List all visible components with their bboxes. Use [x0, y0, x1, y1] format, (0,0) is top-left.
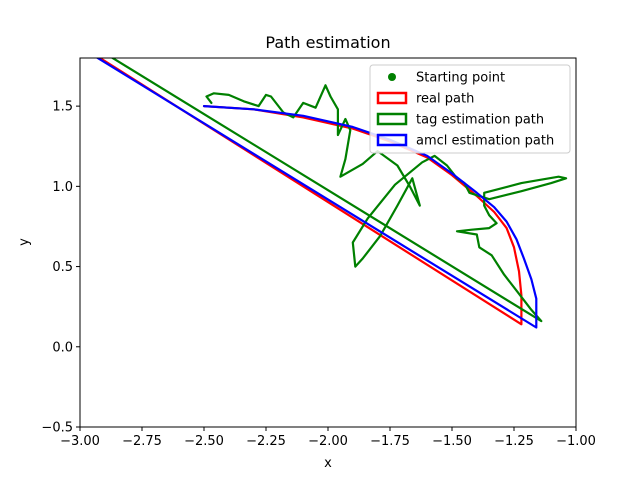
series-line-tag-estimation-path	[110, 58, 568, 323]
x-tick-label: −2.50	[184, 434, 224, 449]
y-axis-label: y	[17, 238, 32, 246]
chart-title: Path estimation	[265, 33, 390, 52]
x-tick-label: −2.75	[122, 434, 162, 449]
legend-swatch-tag-estimation-path	[376, 112, 408, 126]
y-tick-label: 0.0	[52, 340, 73, 355]
y-tick-label: 0.5	[52, 260, 73, 275]
legend-swatch-amcl-estimation-path	[376, 133, 408, 147]
x-tick-label: −1.75	[370, 434, 410, 449]
legend-label-amcl-estimation-path: amcl estimation path	[416, 134, 554, 149]
ticks-layer: −3.00 −2.75 −2.50 −2.25 −2.00 −1.75 −1.50 −1.25…	[41, 100, 596, 449]
x-tick-label: −1.00	[556, 434, 596, 449]
x-tick-label: −2.25	[246, 434, 286, 449]
series-line-amcl-estimation-path	[95, 58, 538, 329]
x-tick-label: −1.25	[494, 434, 534, 449]
series-layer	[95, 58, 568, 329]
legend-label-Starting-point: Starting point	[416, 71, 505, 86]
legend: Starting point real path tag estimation pa…	[369, 64, 571, 154]
legend-label-tag-estimation-path: tag estimation path	[416, 113, 544, 128]
x-tick-label: −1.50	[432, 434, 472, 449]
y-tick-label: 1.5	[52, 100, 73, 115]
legend-box	[369, 64, 571, 154]
legend-swatch-Starting-point	[388, 73, 396, 81]
y-tick-label: −0.5	[41, 421, 73, 436]
legend-label-real-path: real path	[416, 92, 474, 107]
legend-swatch-real-path	[376, 91, 408, 105]
x-tick-label: −2.00	[308, 434, 348, 449]
y-tick-label: 1.0	[52, 180, 73, 195]
x-tick-label: −3.00	[60, 434, 100, 449]
x-axis-label: x	[324, 456, 332, 471]
